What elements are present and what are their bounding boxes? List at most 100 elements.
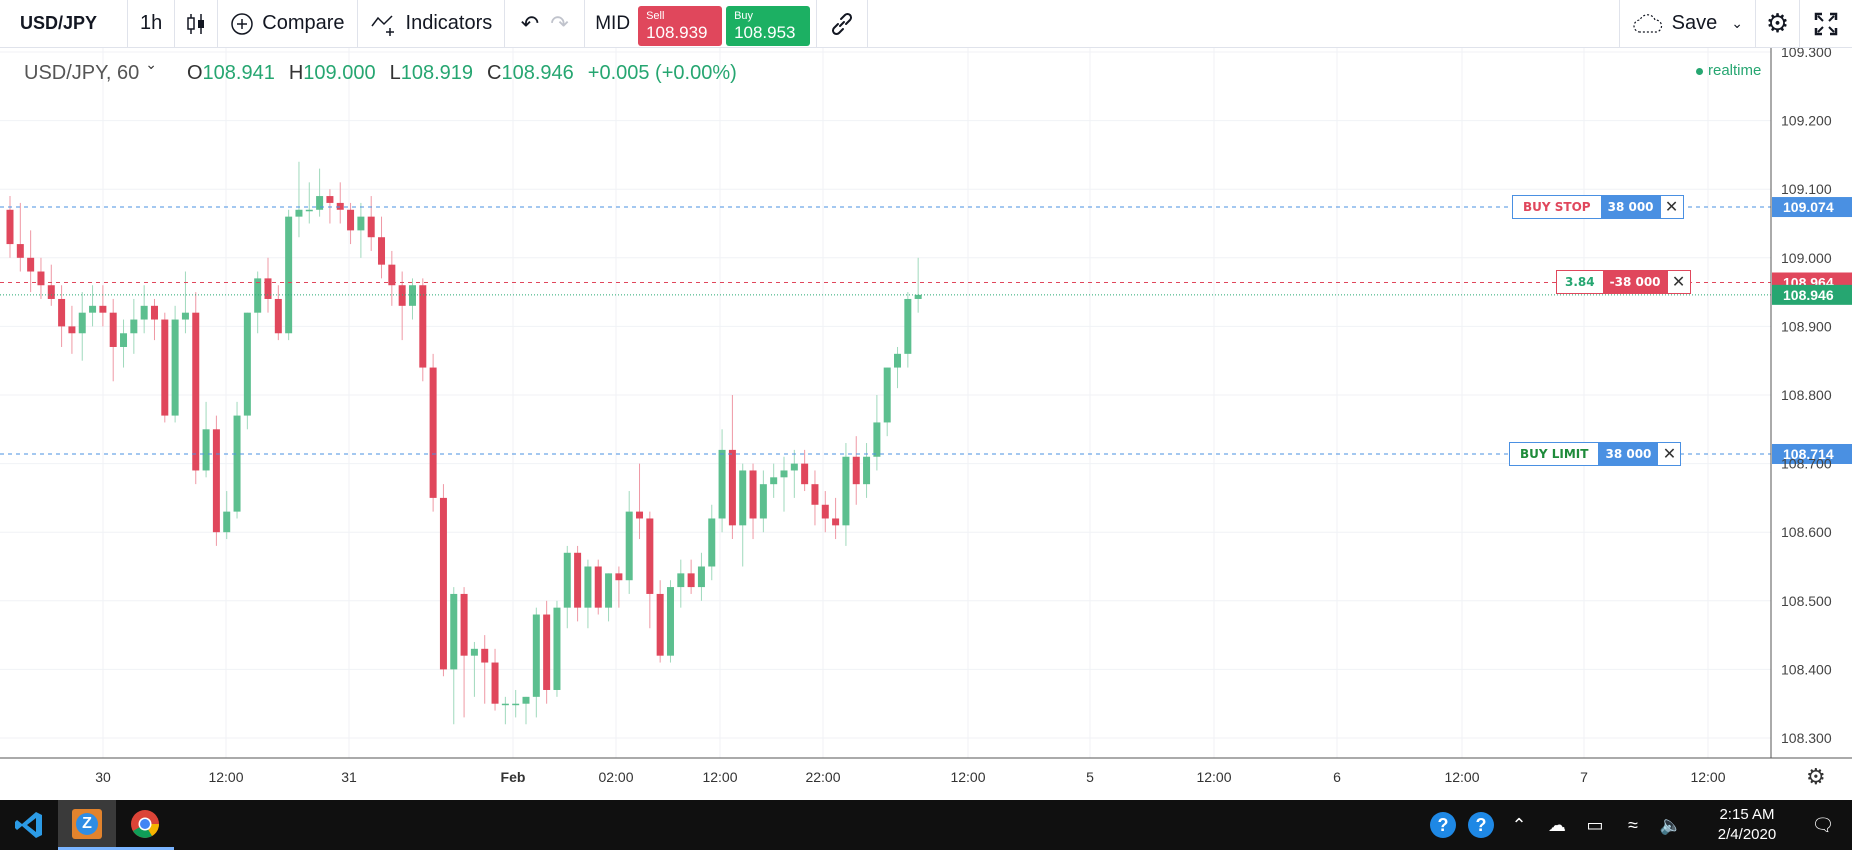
candle-down (212, 429, 220, 533)
close-icon[interactable]: ✕ (1666, 270, 1691, 295)
candle-up (863, 456, 871, 485)
candle-up (770, 477, 778, 485)
volume-icon[interactable]: 🔈 (1659, 814, 1683, 835)
candle-down (491, 662, 499, 704)
buy-limit-label[interactable]: BUY LIMIT (1509, 441, 1600, 466)
settings-button[interactable]: ⚙ (1756, 0, 1800, 47)
y-axis-tick-label: 108.300 (1781, 730, 1832, 746)
fullscreen-button[interactable] (1800, 0, 1852, 47)
candle-down (367, 216, 375, 238)
buy-stop-order[interactable]: BUY STOP 38 000 ✕ (1512, 195, 1684, 220)
help-icon[interactable]: ? (1424, 812, 1462, 838)
x-axis-tick-label: 31 (341, 769, 357, 785)
cloud-off-icon[interactable]: ☁ (1548, 814, 1566, 835)
close-icon[interactable]: ✕ (1657, 441, 1682, 466)
app-z-icon: Z (72, 808, 102, 839)
buy-stop-label[interactable]: BUY STOP (1512, 195, 1602, 220)
symbol-search-button[interactable]: USD/JPY (0, 0, 128, 47)
candle-up (78, 312, 86, 334)
link-button[interactable] (816, 0, 869, 47)
indicators-button[interactable]: Indicators (358, 0, 506, 47)
wifi-icon[interactable]: ≈ (1628, 814, 1638, 835)
x-axis-tick-label: Feb (501, 769, 526, 785)
realtime-indicator: realtime (1696, 62, 1761, 79)
candle-up (202, 429, 210, 471)
close-icon[interactable]: ✕ (1659, 195, 1684, 220)
legend-open-label: O (186, 62, 203, 84)
x-axis-tick-label: 12:00 (1444, 769, 1479, 785)
legend-change: +0.005 (+0.00%) (587, 62, 737, 84)
taskbar-clock[interactable]: 2:15 AM 2/4/2020 (1702, 805, 1792, 845)
save-button[interactable]: Save ⌄ (1618, 0, 1756, 47)
candle-up (605, 573, 613, 608)
candle-down (27, 257, 35, 272)
candle-down (6, 209, 14, 245)
last-price-axis-label: 108.946 (1783, 287, 1834, 303)
chart-type-button[interactable] (175, 0, 219, 47)
redo-icon[interactable]: ↷ (550, 10, 569, 36)
candle-up (708, 518, 716, 567)
candle-up (883, 367, 891, 423)
candle-down (481, 648, 489, 663)
interval-button[interactable]: 1h (128, 0, 176, 47)
candle-up (790, 463, 798, 471)
link-icon (832, 12, 853, 35)
x-axis-tick-label: 12:00 (1690, 769, 1725, 785)
candle-up (357, 216, 365, 231)
buy-limit-order[interactable]: BUY LIMIT 38 000 ✕ (1509, 441, 1682, 466)
x-axis-tick-label: 12:00 (1196, 769, 1231, 785)
buy-limit-qty[interactable]: 38 000 (1599, 441, 1658, 466)
chrome-taskbar-app[interactable] (116, 800, 174, 850)
mid-label[interactable]: MID (595, 12, 631, 34)
candle-up (233, 415, 241, 512)
fullscreen-icon (1814, 12, 1838, 35)
candle-down (388, 264, 396, 286)
battery-icon[interactable]: ▭ (1586, 814, 1604, 835)
chevron-up-icon[interactable]: ⌃ (1511, 814, 1527, 835)
candle-down (264, 278, 272, 299)
position-line[interactable]: 3.84 -38 000 ✕ (1556, 270, 1691, 295)
chart-area[interactable]: 109.074 108.964 108.946 108.714 30 12:00 31 Fe… (0, 48, 1852, 800)
candle-up (677, 573, 685, 588)
position-pl[interactable]: 3.84 (1556, 270, 1604, 295)
compare-button[interactable]: Compare (218, 0, 358, 47)
candle-down (16, 244, 24, 258)
candle-down (852, 456, 860, 485)
candles-series (6, 161, 922, 725)
chart-toolbar: USD/JPY 1h Compare (0, 0, 1852, 48)
candle-down (47, 285, 55, 299)
candle-down (594, 566, 602, 608)
x-axis-tick-label: 22:00 (805, 769, 840, 785)
indicators-icon (370, 14, 394, 36)
vscode-taskbar-app[interactable] (0, 800, 58, 850)
chevron-down-icon[interactable]: ⌄ (145, 56, 157, 72)
candle-up (171, 319, 179, 416)
legend-symbol[interactable]: USD/JPY, 60 (24, 62, 140, 84)
candle-up (181, 312, 189, 320)
candle-down (37, 271, 45, 286)
help-alert-icon[interactable]: ? (1462, 812, 1500, 838)
buy-label: Buy (734, 9, 754, 22)
candle-down (821, 504, 829, 519)
axis-settings-gear-icon[interactable]: ⚙ (1806, 764, 1826, 789)
candle-up (842, 456, 850, 526)
buy-button[interactable]: Buy 108.953 (726, 5, 811, 46)
undo-icon[interactable]: ↶ (520, 10, 540, 36)
candle-up (666, 587, 674, 656)
candle-down (832, 518, 840, 526)
sell-button[interactable]: Sell 108.939 (638, 5, 723, 46)
position-qty[interactable]: -38 000 (1603, 270, 1667, 295)
notifications-icon[interactable]: 🗨 (1811, 814, 1835, 835)
zoom-taskbar-app[interactable]: Z (58, 800, 116, 850)
buy-stop-axis-tag (1772, 197, 1852, 218)
candle-up (89, 305, 97, 313)
undo-redo-group: ↶ ↷ (505, 0, 586, 47)
candle-up (408, 285, 416, 306)
compare-label: Compare (262, 12, 345, 34)
x-axis-tick-label: 12:00 (950, 769, 985, 785)
candle-up (697, 566, 705, 588)
chevron-down-icon[interactable]: ⌄ (1731, 15, 1743, 31)
candle-down (161, 319, 169, 416)
buy-stop-qty[interactable]: 38 000 (1601, 195, 1660, 220)
